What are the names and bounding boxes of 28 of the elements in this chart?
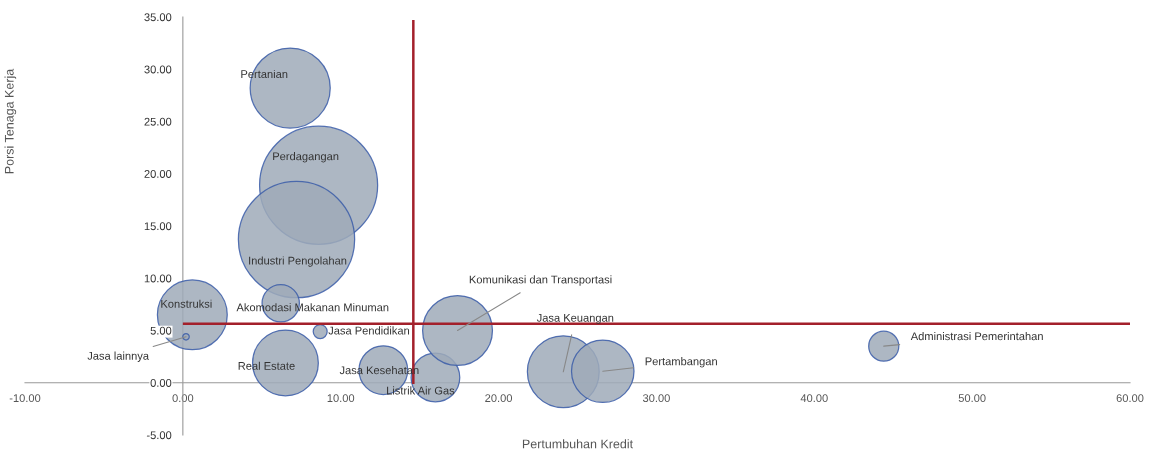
y-tick-label: -5.00 (146, 431, 172, 440)
y-tick-label: 20.00 (144, 170, 172, 178)
y-tick-label: 30.00 (144, 65, 172, 74)
y-tick-label: 10.00 (144, 274, 172, 283)
x-tick-label: 50.00 (958, 394, 986, 403)
y-tick-label: 15.00 (144, 222, 172, 231)
data-label: Administrasi Pemerintahan (910, 332, 1043, 341)
x-tick-label: 60.00 (1116, 394, 1144, 403)
data-label: Jasa Keuangan (536, 314, 614, 324)
y-axis-title: Porsi Tenaga Kerja (4, 68, 17, 174)
data-label: Pertambangan (645, 357, 717, 368)
x-tick-label: 10.00 (327, 394, 355, 403)
x-axis-title: Pertumbuhan Kredit (522, 439, 633, 449)
y-tick-label: 25.00 (144, 117, 172, 126)
data-label: Komunikasi dan Transportasi (469, 275, 612, 286)
data-label: Konstruksi (161, 299, 212, 308)
x-tick-label: -10.00 (9, 394, 41, 403)
data-label: Jasa lainnya (87, 351, 150, 362)
x-tick-label: 40.00 (800, 394, 828, 403)
x-tick-label: 30.00 (642, 394, 670, 403)
data-label: Jasa Pendidikan (328, 326, 410, 335)
x-tick-label: 20.00 (485, 394, 513, 403)
y-tick-label: 5.00 (150, 326, 172, 335)
y-tick-label: 0.00 (150, 379, 172, 387)
data-label: Industri Pengolahan (249, 256, 347, 267)
data-label: Perdagangan (273, 152, 339, 163)
y-tick-label: 35.00 (144, 13, 172, 22)
x-tick-label: 0.00 (172, 394, 194, 403)
